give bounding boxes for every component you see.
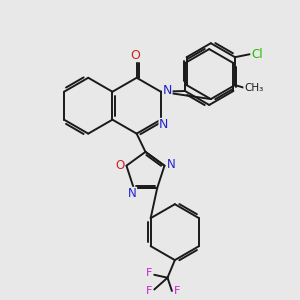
Text: F: F: [146, 268, 152, 278]
Text: F: F: [174, 286, 180, 296]
Text: O: O: [115, 159, 124, 172]
Text: O: O: [130, 49, 140, 62]
Text: N: N: [128, 188, 136, 200]
Text: N: N: [167, 158, 175, 171]
Text: Cl: Cl: [251, 48, 263, 61]
Text: N: N: [159, 118, 169, 131]
Text: CH₃: CH₃: [244, 83, 263, 93]
Text: F: F: [146, 286, 152, 296]
Text: N: N: [163, 84, 172, 97]
